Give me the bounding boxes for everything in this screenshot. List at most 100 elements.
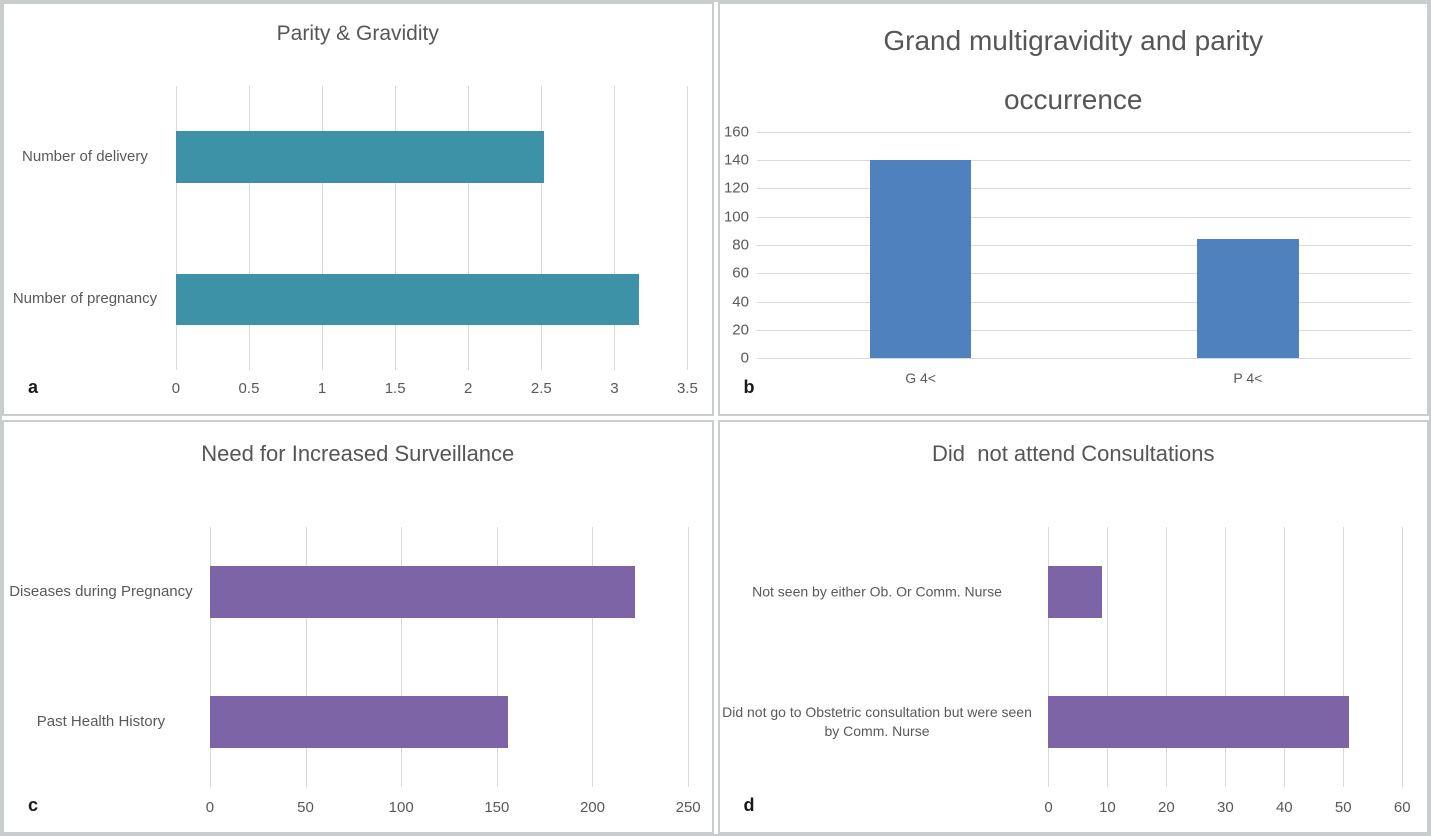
gridline xyxy=(756,329,1412,331)
x-tick-label: 3 xyxy=(610,380,619,398)
x-tick-label: 40 xyxy=(1275,798,1293,816)
category-label: Number of pregnancy xyxy=(12,289,158,307)
y-tick-label: 40 xyxy=(732,293,749,311)
category-label: Not seen by either Ob. Or Comm. Nurse xyxy=(752,583,1002,600)
gridline xyxy=(688,526,690,787)
category-labels: Diseases during Pregnancy Past Health His… xyxy=(4,527,198,787)
x-axis-tick-labels: 0 50 100 150 200 250 xyxy=(206,798,701,821)
chart-title: Need for Increased Surveillance xyxy=(201,441,515,466)
gridline xyxy=(1166,526,1168,787)
x-tick-label: 0.5 xyxy=(238,380,260,398)
y-tick-label: 140 xyxy=(723,151,749,169)
x-tick-label: 1.5 xyxy=(384,380,406,398)
bar xyxy=(1048,565,1102,618)
gridline xyxy=(1343,526,1345,787)
x-tick-label: 0 xyxy=(171,380,181,398)
gridline xyxy=(614,86,616,371)
panel-d-missed-consultations-chart: Did not attend Consultations d 0 10 20 30 40… xyxy=(717,420,1429,834)
y-tick-label: 0 xyxy=(740,349,749,367)
x-tick-label: 50 xyxy=(1334,798,1352,816)
gridline xyxy=(395,86,397,371)
y-tick-label: 100 xyxy=(723,208,749,226)
gridline xyxy=(1107,526,1109,787)
x-tick-label: 30 xyxy=(1217,798,1234,816)
x-tick-label: 200 xyxy=(579,798,605,816)
x-tick-label: 10 xyxy=(1099,798,1116,816)
category-label: P 4< xyxy=(1233,370,1263,387)
bar xyxy=(209,565,635,618)
x-axis-tick-labels: 0 10 20 30 40 50 60 xyxy=(1044,798,1410,821)
gridline xyxy=(756,131,1412,133)
gridline xyxy=(756,216,1412,218)
bar xyxy=(209,695,509,748)
bar xyxy=(175,131,545,183)
gridline xyxy=(1284,526,1286,787)
gridline xyxy=(1402,526,1404,787)
y-tick-label: 80 xyxy=(732,236,749,254)
gridline xyxy=(209,526,211,787)
x-tick-label: 60 xyxy=(1393,798,1411,816)
x-tick-label: 150 xyxy=(484,798,510,816)
gridline xyxy=(756,301,1412,303)
panel-letter: b xyxy=(743,377,755,397)
x-tick-label: 1 xyxy=(317,380,327,398)
y-tick-label: 20 xyxy=(732,321,749,339)
x-tick-label: 2 xyxy=(464,380,473,398)
bar xyxy=(1197,239,1299,359)
gridline xyxy=(248,86,250,371)
gridline xyxy=(756,160,1412,162)
x-tick-label: 3.5 xyxy=(677,380,698,398)
category-label: Number of delivery xyxy=(22,147,148,165)
gridline xyxy=(1048,526,1050,787)
x-tick-label: 20 xyxy=(1158,798,1175,816)
plot-area xyxy=(175,86,689,371)
gridline xyxy=(541,86,543,371)
gridline xyxy=(468,86,470,371)
gridline xyxy=(756,245,1412,247)
y-tick-label: 160 xyxy=(723,123,749,141)
plot-area xyxy=(209,526,690,787)
plot-area xyxy=(756,131,1412,360)
gridline xyxy=(756,188,1412,190)
category-label: Did not go to Obstetric consultation but… xyxy=(722,703,1032,739)
category-label: G 4< xyxy=(905,370,936,387)
gridline xyxy=(592,526,594,787)
gridline xyxy=(175,86,177,371)
panel-letter: c xyxy=(28,795,39,815)
gridline xyxy=(401,526,403,787)
y-tick-label: 60 xyxy=(732,264,749,282)
gridline xyxy=(756,358,1412,360)
y-tick-label: 120 xyxy=(723,179,749,197)
panel-a-parity-gravidity-chart: Parity & Gravidity a 0 0.5 1 1.5 2 2.5 3 3.5 Num… xyxy=(2,2,714,416)
category-labels: Number of delivery Number of pregnancy xyxy=(4,86,166,370)
x-tick-label: 0 xyxy=(205,798,215,816)
panel-letter: d xyxy=(743,795,755,815)
category-labels: G 4< P 4< xyxy=(757,370,1411,392)
category-label: Past Health History xyxy=(36,712,166,730)
x-tick-label: 0 xyxy=(1044,798,1053,816)
gridline xyxy=(687,86,689,371)
chart-title: Parity & Gravidity xyxy=(276,22,439,45)
chart-title: Grand multigravidity and parity occurren… xyxy=(883,25,1264,115)
x-tick-label: 2.5 xyxy=(530,380,552,398)
bar xyxy=(1048,695,1350,748)
x-axis-tick-labels: 0 0.5 1 1.5 2 2.5 3 3.5 xyxy=(172,380,698,402)
plot-area xyxy=(1048,526,1404,787)
x-tick-label: 250 xyxy=(675,798,701,816)
y-axis-tick-labels: 0 20 40 60 80 100 120 140 160 xyxy=(720,123,749,366)
panel-b-grand-multigravidity-chart: Grand multigravidity and parity occurren… xyxy=(717,2,1429,416)
bar xyxy=(175,273,640,325)
category-labels: Not seen by either Ob. Or Comm. Nurse Did… xyxy=(720,527,1035,787)
panel-c-increased-surveillance-chart: Need for Increased Surveillance c 0 50 100… xyxy=(2,420,714,834)
gridline xyxy=(1225,526,1227,787)
bar xyxy=(869,160,972,359)
gridline xyxy=(496,526,498,787)
x-tick-label: 100 xyxy=(388,798,414,816)
category-label: Diseases during Pregnancy xyxy=(9,582,193,600)
panel-letter: a xyxy=(28,377,39,397)
gridline xyxy=(322,86,324,371)
x-tick-label: 50 xyxy=(297,798,314,816)
gridline xyxy=(305,526,307,787)
chart-title: Did not attend Consultations xyxy=(931,441,1215,466)
